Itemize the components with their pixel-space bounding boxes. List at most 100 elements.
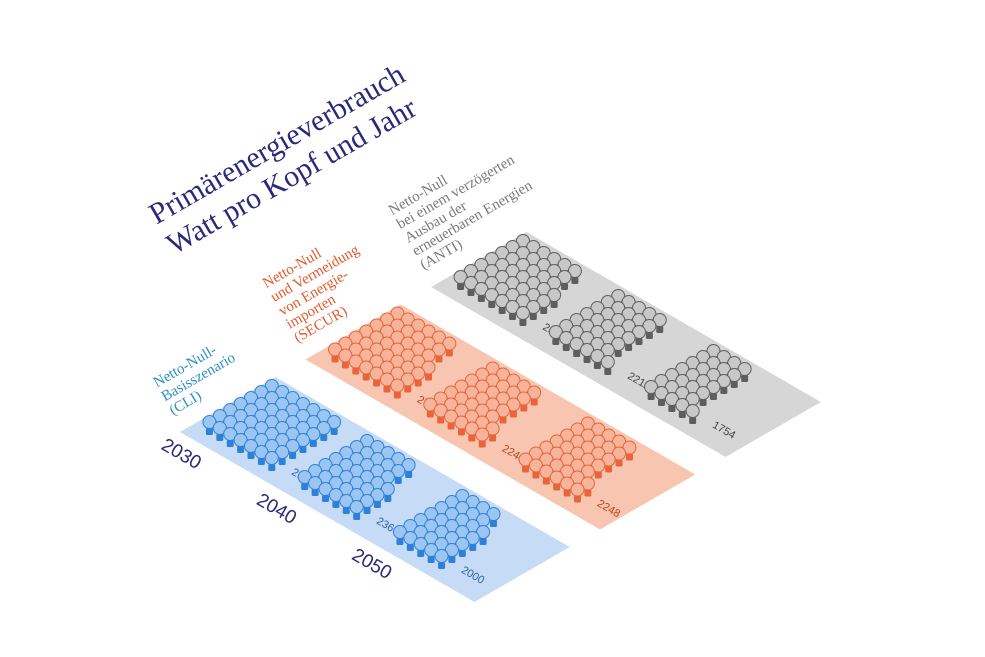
bulb-glass	[675, 398, 690, 412]
bulb-base	[509, 410, 517, 418]
bulb-glass	[486, 507, 501, 521]
bulb-base	[383, 385, 391, 393]
bulb-base	[363, 507, 371, 514]
bulb-glass	[328, 488, 343, 502]
bulb-base	[668, 405, 676, 412]
bulb-base	[498, 307, 506, 314]
bulb-glass	[348, 354, 363, 369]
bulb-base	[299, 446, 307, 453]
bulb-group	[453, 234, 582, 326]
bulb-base	[530, 398, 538, 406]
bulb-base	[542, 477, 550, 485]
bulb-group	[202, 379, 342, 471]
bulb-base	[561, 283, 569, 290]
bulb-base	[438, 562, 446, 569]
bulb-base	[425, 373, 433, 381]
bulb-base	[237, 446, 245, 453]
bulb-glass	[223, 427, 238, 441]
bulb-base	[362, 373, 370, 381]
bulb-base	[437, 416, 445, 424]
bulb-glass	[475, 427, 490, 442]
bulb-base	[699, 399, 707, 406]
bulb-base	[321, 495, 329, 502]
bulb-glass	[400, 372, 415, 387]
bulb-base	[301, 483, 309, 490]
bulb-glass	[401, 458, 416, 472]
bulb-base	[522, 465, 530, 473]
bulb-base	[414, 379, 422, 387]
bulb-glass	[600, 355, 615, 369]
bulb-base	[489, 434, 497, 442]
bulb-glass	[391, 464, 406, 478]
bulb-base	[467, 289, 475, 296]
bulb-glass	[233, 433, 248, 447]
bulb-base	[458, 550, 466, 557]
bulb-glass	[392, 525, 407, 539]
bulb-glass	[474, 282, 489, 296]
bulb-glass	[316, 421, 331, 435]
bulb-glass	[339, 494, 354, 508]
bulb-base	[404, 385, 412, 393]
bulb-glass	[453, 270, 468, 284]
bulb-base	[614, 350, 622, 357]
bulb-glass	[390, 378, 405, 393]
bulb-base	[478, 440, 486, 448]
bulb-glass	[275, 445, 290, 459]
bulb-glass	[644, 380, 659, 394]
bulb-base	[647, 393, 655, 400]
bulb-base	[593, 362, 601, 369]
bulb-group	[518, 416, 637, 503]
bulb-glass	[590, 349, 605, 363]
bulb-glass	[285, 439, 300, 453]
bulb-base	[353, 513, 361, 520]
bulb-glass	[421, 360, 436, 375]
bulb-base	[573, 495, 581, 503]
bulb-base	[341, 361, 349, 369]
bulb-glass	[559, 331, 574, 345]
bulb-glass	[505, 300, 520, 314]
bulb-group	[548, 289, 667, 375]
bulb-base	[678, 411, 686, 418]
bulb-base	[625, 344, 633, 351]
bulb-base	[562, 344, 570, 351]
bulb-glass	[455, 537, 470, 551]
bulb-glass	[696, 386, 711, 400]
bulb-base	[583, 356, 591, 363]
bulb-glass	[496, 403, 511, 418]
bulb-glass	[295, 433, 310, 447]
bulb-glass	[654, 386, 669, 400]
bulb-glass	[485, 421, 500, 436]
bulb-base	[489, 520, 497, 527]
bulb-glass	[567, 264, 582, 278]
bulb-glass	[370, 488, 385, 502]
bulb-glass	[338, 348, 353, 363]
bulb-base	[499, 416, 507, 424]
bulb-base	[373, 501, 381, 508]
bulb-glass	[601, 452, 616, 467]
bulb-base	[445, 349, 453, 357]
bulb-base	[709, 393, 717, 400]
bulb-base	[730, 381, 738, 388]
bulb-base	[205, 428, 213, 435]
bulb-base	[645, 332, 653, 339]
bulb-base	[417, 550, 425, 557]
bulb-glass	[539, 464, 554, 479]
bulb-base	[268, 464, 276, 471]
bulb-glass	[306, 427, 321, 441]
bulb-base	[488, 301, 496, 308]
bulb-glass	[570, 482, 585, 497]
bulb-group	[297, 434, 416, 520]
bulb-glass	[349, 500, 364, 514]
bulb-glass	[549, 470, 564, 485]
bulb-base	[563, 489, 571, 497]
bulb-base	[529, 313, 537, 320]
bulb-base	[247, 452, 255, 459]
bulb-glass	[433, 403, 448, 418]
bulb-glass	[727, 368, 742, 382]
bulb-base	[519, 319, 527, 326]
bulb-group	[644, 344, 752, 424]
bulb-base	[396, 538, 404, 545]
bulb-base	[393, 391, 401, 399]
bulb-base	[309, 440, 317, 447]
